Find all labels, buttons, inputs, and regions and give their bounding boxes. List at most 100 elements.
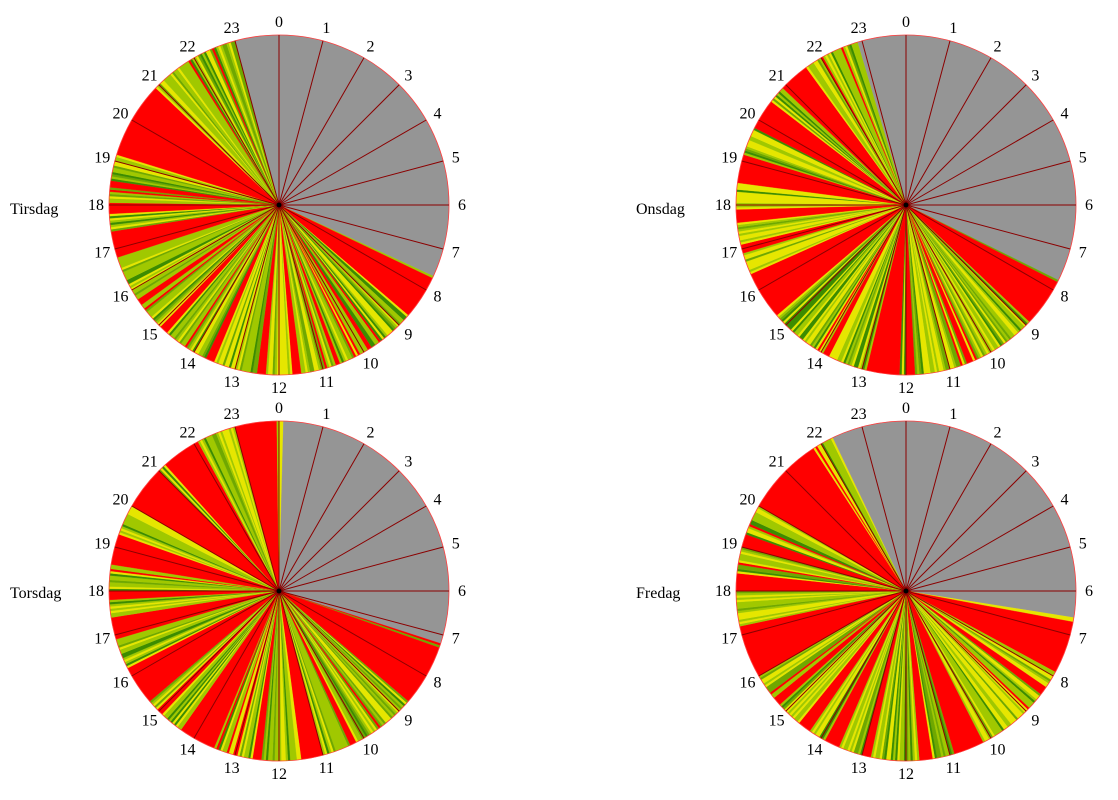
hour-label: 1 (322, 406, 330, 423)
hour-line (278, 590, 365, 739)
hour-line (758, 204, 907, 291)
hour-line (234, 40, 280, 206)
hour-label: 14 (180, 355, 196, 372)
hour-label: 17 (721, 630, 737, 647)
hour-label: 15 (142, 712, 158, 729)
hour-line (193, 204, 280, 353)
day-clock-tirsdag: 0 1234567891011121314151617181920212223Ti… (10, 14, 466, 397)
hour-label: 15 (142, 326, 158, 343)
hour-label: 14 (807, 355, 823, 372)
hour-line (758, 505, 907, 592)
hour-line (278, 40, 324, 206)
hour-line (234, 590, 280, 756)
hour-line (905, 119, 1054, 206)
hour-line (785, 204, 907, 326)
hour-label: 16 (113, 289, 129, 306)
hour-line (278, 160, 444, 206)
hour-line (861, 204, 907, 370)
hour-label: 8 (1060, 289, 1068, 306)
hour-line (278, 590, 427, 677)
hour-line (193, 590, 280, 739)
hour-line (158, 204, 280, 326)
day-clock-onsdag: 0 1234567891011121314151617181920212223On… (636, 14, 1093, 397)
hour-label: 4 (433, 106, 441, 123)
hour-label: 1 (322, 20, 330, 37)
hour-label: 8 (1060, 675, 1068, 692)
hour-label: 10 (363, 355, 379, 372)
hour-line (820, 57, 907, 206)
hour-label: 10 (363, 741, 379, 758)
hour-line (905, 590, 1027, 712)
hour-line (905, 470, 1027, 592)
hour-label: 0 (275, 400, 283, 417)
hour-label: 1 (949, 406, 957, 423)
day-label: Onsdag (636, 201, 685, 218)
hour-line (905, 84, 1027, 206)
hour-line (741, 590, 907, 636)
hour-line (905, 590, 1054, 677)
hour-label: 23 (224, 406, 240, 423)
hour-label: 9 (404, 326, 412, 343)
hour-line (820, 590, 907, 739)
hour-line (820, 443, 907, 592)
hour-line (905, 204, 1027, 326)
hour-label: 7 (452, 630, 460, 647)
hour-label: 5 (452, 150, 460, 167)
hour-label: 23 (224, 20, 240, 37)
hour-line (234, 426, 280, 592)
hour-line (158, 590, 280, 712)
hour-line (785, 470, 907, 592)
hour-label: 19 (721, 150, 737, 167)
hour-line (905, 590, 992, 739)
hour-label: 16 (740, 289, 756, 306)
hour-line (278, 84, 400, 206)
hour-label: 0 (275, 14, 283, 31)
hour-label: 12 (898, 766, 914, 783)
hour-label: 12 (271, 380, 287, 397)
hour-line (278, 204, 324, 370)
hour-line (114, 160, 280, 206)
hour-line (861, 40, 907, 206)
hour-line (131, 505, 280, 592)
hour-line (278, 443, 365, 592)
hour-line (861, 426, 907, 592)
hour-label: 9 (1031, 712, 1039, 729)
hour-label: 9 (404, 712, 412, 729)
hour-label: 20 (113, 106, 129, 123)
hour-label: 3 (404, 68, 412, 85)
clock-center (276, 202, 282, 208)
hour-label: 7 (1079, 630, 1087, 647)
hour-label: 8 (433, 675, 441, 692)
hour-line (905, 443, 992, 592)
hour-label: 3 (1031, 454, 1039, 471)
hour-line (131, 590, 280, 677)
hour-line (278, 546, 444, 592)
hour-label: 12 (898, 380, 914, 397)
hour-label: 2 (994, 425, 1002, 442)
clock-center (903, 202, 909, 208)
hour-line (278, 204, 400, 326)
hour-label: 19 (94, 150, 110, 167)
hour-line (905, 57, 992, 206)
hour-label: 5 (1079, 536, 1087, 553)
hour-line (785, 84, 907, 206)
hour-label: 10 (990, 741, 1006, 758)
hour-label: 21 (142, 68, 158, 85)
hour-label: 13 (851, 374, 867, 391)
hour-label: 23 (851, 20, 867, 37)
hour-line (905, 590, 951, 756)
hour-label: 17 (94, 630, 110, 647)
hour-label: 9 (1031, 326, 1039, 343)
hour-label: 4 (1060, 492, 1068, 509)
hour-line (278, 590, 324, 756)
hour-label: 11 (319, 374, 334, 391)
hour-label: 6 (458, 197, 466, 214)
hour-label: 1 (949, 20, 957, 37)
hour-line (278, 426, 324, 592)
day-label: Fredag (636, 585, 680, 602)
day-label: Tirsdag (10, 201, 58, 218)
slice-no-data (905, 420, 1077, 618)
hour-label: 5 (1079, 150, 1087, 167)
hour-label: 21 (142, 454, 158, 471)
